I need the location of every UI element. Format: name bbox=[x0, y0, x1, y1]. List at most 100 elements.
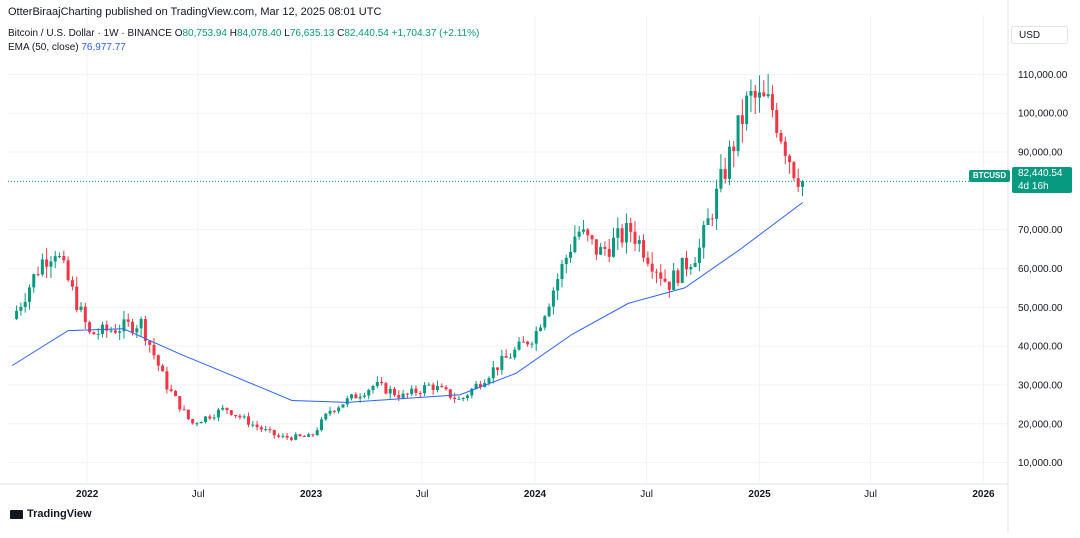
candle-body bbox=[126, 319, 130, 322]
candle-body bbox=[173, 390, 177, 397]
symbol-price-tag: BTCUSD bbox=[969, 170, 1010, 182]
candle-body bbox=[534, 330, 538, 344]
candle-body bbox=[504, 356, 508, 358]
candle-body bbox=[547, 306, 551, 317]
candle-body bbox=[667, 281, 671, 290]
candle-body bbox=[474, 383, 478, 389]
y-tick-label: 60,000.00 bbox=[1018, 264, 1063, 275]
candle-body bbox=[204, 416, 208, 423]
candle-body bbox=[234, 414, 238, 416]
y-tick-label: 100,000.00 bbox=[1018, 109, 1068, 120]
candle-body bbox=[603, 247, 607, 249]
ohlc-o-label: O bbox=[174, 28, 183, 39]
candle-body bbox=[749, 90, 753, 96]
candle-body bbox=[388, 388, 392, 394]
candle-body bbox=[564, 257, 568, 265]
symbol-legend: Bitcoin / U.S. Dollar · 1W · BINANCE O80… bbox=[8, 28, 479, 39]
candle-body bbox=[444, 387, 448, 390]
candle-body bbox=[362, 395, 366, 397]
candle-body bbox=[620, 228, 624, 243]
candle-body bbox=[96, 333, 100, 335]
candle-body bbox=[191, 419, 195, 424]
y-tick-label: 70,000.00 bbox=[1018, 225, 1063, 236]
candle-body bbox=[393, 388, 397, 396]
candle-body bbox=[427, 384, 431, 386]
candle-body bbox=[517, 341, 521, 350]
currency-button[interactable]: USD bbox=[1011, 26, 1068, 44]
x-tick-label: 2026 bbox=[972, 489, 995, 500]
tradingview-logo-text: TradingView bbox=[27, 508, 92, 520]
candle-body bbox=[783, 141, 787, 156]
candle-body bbox=[92, 332, 96, 335]
candle-body bbox=[113, 330, 117, 333]
candle-body bbox=[397, 395, 401, 398]
candle-body bbox=[405, 393, 409, 395]
candle-body bbox=[612, 237, 616, 257]
candle-body bbox=[792, 162, 796, 179]
symbol-line: Bitcoin / U.S. Dollar · 1W · BINANCE bbox=[8, 28, 172, 39]
ohlc-c-value: 82,440.54 bbox=[344, 28, 389, 39]
candle-body bbox=[45, 259, 49, 267]
ohlc-l-label: L bbox=[284, 28, 290, 39]
candle-body bbox=[105, 324, 109, 331]
candle-body bbox=[75, 286, 79, 310]
candle-body bbox=[423, 385, 427, 394]
x-tick-label: Jul bbox=[864, 489, 877, 500]
tradingview-logo[interactable]: TradingView bbox=[10, 508, 92, 520]
candle-body bbox=[109, 330, 113, 332]
candle-body bbox=[341, 404, 345, 408]
candle-body bbox=[371, 386, 375, 390]
candle-body bbox=[526, 341, 530, 345]
candle-body bbox=[753, 90, 757, 98]
candle-body bbox=[800, 181, 804, 187]
candle-body bbox=[702, 225, 706, 248]
candle-body bbox=[521, 341, 525, 343]
candle-body bbox=[264, 429, 268, 431]
x-tick-label: 2023 bbox=[300, 489, 323, 500]
candle-body bbox=[461, 397, 465, 399]
candle-body bbox=[358, 396, 362, 399]
candle-body bbox=[221, 407, 225, 410]
candle-body bbox=[36, 274, 40, 276]
candle-body bbox=[354, 394, 358, 399]
candle-body bbox=[32, 274, 36, 288]
candle-body bbox=[508, 357, 512, 359]
candle-body bbox=[23, 301, 27, 307]
candle-body bbox=[161, 365, 165, 372]
ema-label: EMA (50, close) bbox=[8, 42, 79, 53]
candle-body bbox=[156, 355, 160, 366]
candle-body bbox=[238, 415, 242, 418]
candle-body bbox=[380, 381, 384, 384]
candle-body bbox=[788, 155, 792, 163]
candle-body bbox=[607, 248, 611, 257]
candle-body bbox=[616, 228, 620, 238]
candle-body bbox=[779, 133, 783, 142]
candle-body bbox=[122, 319, 126, 332]
candle-body bbox=[208, 416, 212, 419]
x-tick-label: Jul bbox=[416, 489, 429, 500]
x-tick-label: 2022 bbox=[76, 489, 99, 500]
candle-body bbox=[633, 231, 637, 244]
candle-body bbox=[727, 146, 731, 179]
candle-body bbox=[294, 434, 298, 440]
ohlc-l-value: 76,635.13 bbox=[289, 28, 335, 39]
candle-body bbox=[216, 409, 220, 418]
x-tick-label: Jul bbox=[192, 489, 205, 500]
candle-body bbox=[689, 267, 693, 270]
candle-body bbox=[53, 256, 57, 262]
ema-legend[interactable]: EMA (50, close) 76,977.77 bbox=[8, 42, 126, 53]
candle-body bbox=[225, 407, 229, 411]
candle-body bbox=[367, 389, 371, 396]
candle-body bbox=[496, 367, 500, 370]
tradingview-logo-icon bbox=[10, 509, 23, 519]
candle-body bbox=[530, 343, 534, 345]
candle-body bbox=[775, 110, 779, 134]
candle-body bbox=[58, 256, 62, 258]
candle-body bbox=[259, 427, 263, 430]
candle-body bbox=[624, 223, 628, 243]
candle-body bbox=[646, 257, 650, 264]
candle-body bbox=[629, 223, 633, 232]
candle-body bbox=[350, 394, 354, 399]
